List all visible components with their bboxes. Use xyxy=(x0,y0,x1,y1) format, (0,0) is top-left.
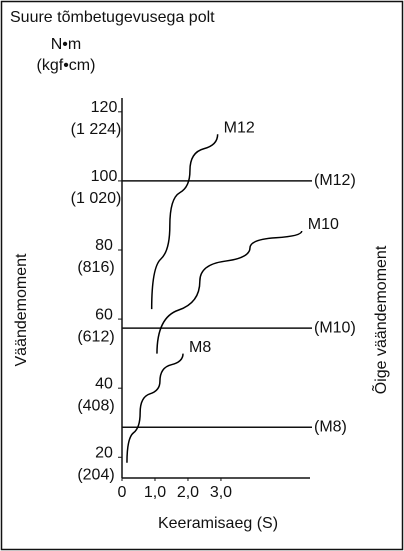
y-tick-label: 120 xyxy=(91,99,118,116)
y-tick-alt-label: (612) xyxy=(77,328,114,345)
reference-label: (M8) xyxy=(314,418,347,435)
x-tick-label: 3,0 xyxy=(210,484,232,501)
y-tick-alt-label: (204) xyxy=(77,466,114,483)
y-tick-alt-label: (816) xyxy=(77,259,114,276)
y-tick-alt-label: (1 224) xyxy=(71,121,122,138)
y-tick-alt-label: (408) xyxy=(77,397,114,414)
y-unit: N•m xyxy=(51,36,81,53)
y-tick-label: 100 xyxy=(91,168,118,185)
y-tick-alt-label: (1 020) xyxy=(71,190,122,207)
reference-label: (M10) xyxy=(314,319,356,336)
series-label: M8 xyxy=(189,339,211,356)
series-line xyxy=(126,353,184,463)
y-tick-label: 40 xyxy=(95,375,113,392)
y-tick-label: 20 xyxy=(95,444,113,461)
y-axis-label: Väändemoment xyxy=(13,253,30,367)
y-tick-label: 80 xyxy=(95,237,113,254)
x-axis-label: Keeramisaeg (S) xyxy=(158,515,278,532)
reference-label: (M12) xyxy=(314,172,356,189)
x-tick-label: 2,0 xyxy=(177,484,199,501)
y-unit-alt: (kgf•cm) xyxy=(37,57,96,74)
x-tick-label: 0 xyxy=(118,484,127,501)
x-tick-label: 1,0 xyxy=(144,484,166,501)
y-tick-label: 60 xyxy=(95,306,113,323)
series-line xyxy=(150,134,219,310)
series-label: M10 xyxy=(308,216,339,233)
series-line xyxy=(156,230,303,354)
series-label: M12 xyxy=(224,119,255,136)
y2-axis-label: Õige väändemoment xyxy=(370,245,390,394)
chart-title: Suure tõmbetugevusega polt xyxy=(10,9,215,26)
